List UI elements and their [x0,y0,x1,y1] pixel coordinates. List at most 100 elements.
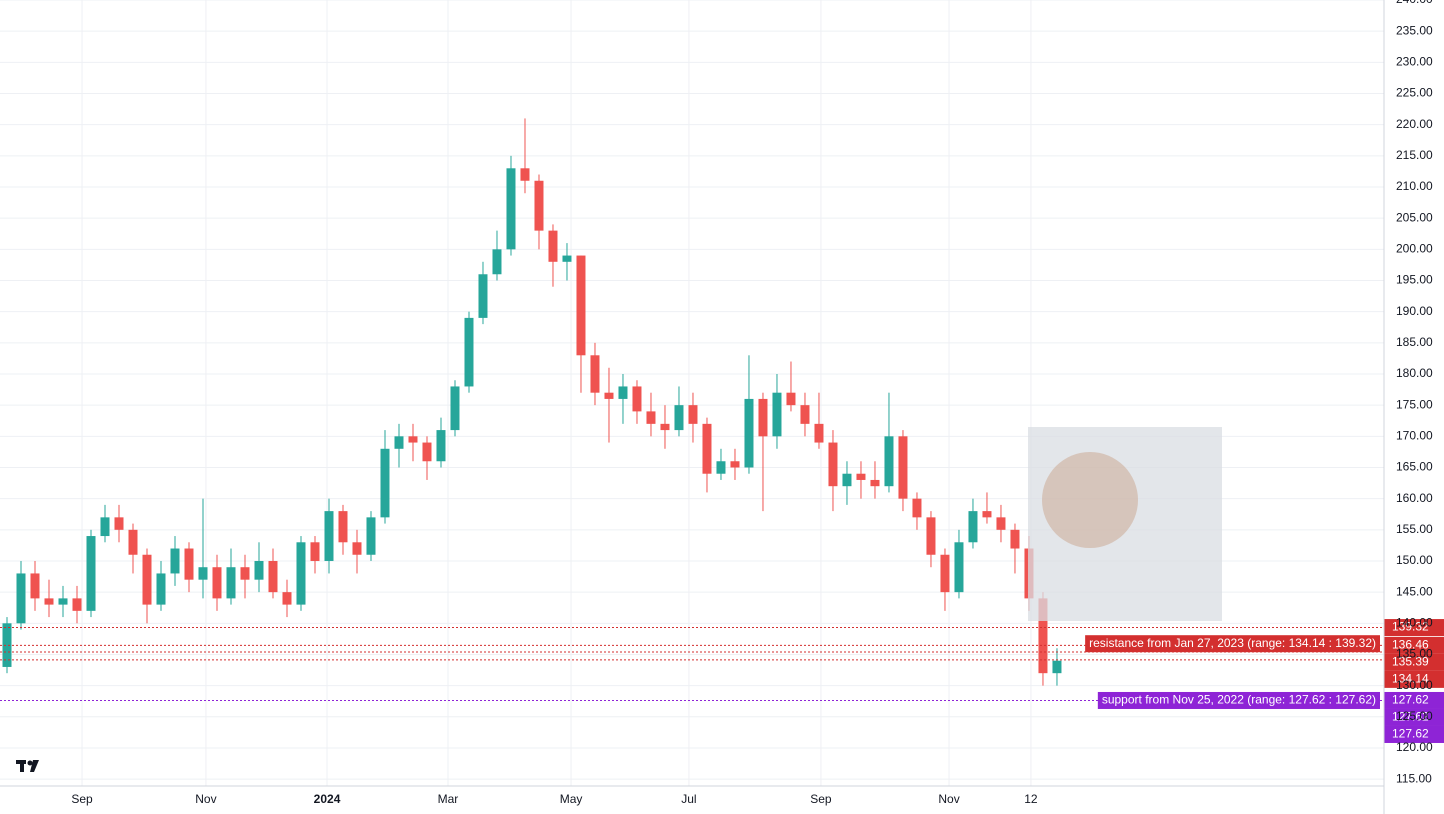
candle-body [310,542,320,561]
y-tick-label: 160.00 [1396,491,1433,505]
candle-body [800,405,810,424]
price-label-box [1384,636,1444,654]
level-name: support from Nov 25, 2022 (range: 127.62… [1102,693,1376,707]
y-tick-label: 140.00 [1396,615,1433,629]
candle-body [324,511,334,561]
candle-body [618,386,628,399]
candle-body [394,436,404,449]
candle-body [366,517,376,555]
y-tick-label: 180.00 [1396,366,1433,380]
candle-body [884,436,894,487]
candle-body [1052,660,1062,674]
candle-body [520,168,530,181]
candle-body [142,554,152,605]
candle-body [240,567,250,580]
candle-body [282,592,292,605]
candle-body [268,560,278,593]
x-tick-label: Mar [438,792,459,806]
candle-body [912,498,922,518]
y-tick-label: 220.00 [1396,117,1433,131]
candle-body [450,386,460,431]
candle-body [562,255,572,262]
candle-body [226,567,236,599]
candle-body [422,442,432,462]
price-label-box [1384,691,1444,709]
y-tick-label: 195.00 [1396,273,1433,287]
y-tick-label: 135.00 [1396,647,1433,661]
candle-body [408,436,418,443]
x-tick-label: Sep [71,792,93,806]
price-label: 127.62 [1392,710,1429,724]
candle-body [982,511,992,518]
candle-body [688,405,698,424]
candle-body [352,542,362,555]
candle-body [590,355,600,393]
y-tick-label: 175.00 [1396,397,1433,411]
candle-body [296,542,306,605]
x-tick-label: Nov [938,792,959,806]
candle-body [898,436,908,499]
y-tick-label: 230.00 [1396,55,1433,69]
candle-body [968,511,978,543]
candle-body [506,168,516,250]
candle-body [58,598,68,605]
price-label-box [1384,708,1444,726]
candle-body [2,623,12,667]
y-tick-label: 190.00 [1396,304,1433,318]
candle-body [30,573,40,599]
y-tick-label: 165.00 [1396,460,1433,474]
y-tick-label: 215.00 [1396,148,1433,162]
levels: 139.32 136.46 135.39 134.14 resistance from … [0,619,1444,743]
x-tick-label: Nov [195,792,216,806]
candle-body [940,554,950,593]
price-label-box [1384,619,1444,637]
candle-body [16,573,26,624]
candle-body [856,473,866,480]
candle-body [674,405,684,431]
logo-part [20,760,24,772]
candle-body [646,411,656,424]
candle-body [72,598,82,611]
y-tick-label: 185.00 [1396,335,1433,349]
candles [2,118,1062,686]
x-tick-label: 12 [1024,792,1038,806]
price-label: 127.62 [1392,727,1429,741]
x-tick-label: Sep [810,792,832,806]
level-name: resistance from Jan 27, 2023 (range: 134… [1089,636,1376,650]
candle-body [632,386,642,412]
candle-body [870,479,880,487]
y-tick-label: 200.00 [1396,241,1433,255]
candle-body [184,548,194,580]
x-tick-label: May [560,792,583,806]
logo-part [27,760,33,766]
candle-body [786,392,796,406]
candle-body [100,517,110,537]
price-label: 135.39 [1392,655,1429,669]
candle-body [730,461,740,468]
price-label: 139.32 [1392,620,1429,634]
y-tick-label: 145.00 [1396,584,1433,598]
y-tick-label: 155.00 [1396,522,1433,536]
candle-body [828,442,838,487]
candle-body [492,249,502,275]
candle-body [534,180,544,231]
logo-part [30,760,39,772]
candle-body [380,448,390,518]
candle-body [170,548,180,574]
candle-body [926,517,936,555]
y-tick-label: 240.00 [1396,0,1433,6]
candle-body [702,423,712,474]
x-tick-label: 2024 [314,792,341,806]
logo [16,760,39,772]
price-label: 134.14 [1392,672,1429,686]
candle-body [996,517,1006,530]
price-label-box [1384,725,1444,743]
candle-body [660,423,670,431]
candle-body [128,529,138,555]
candle-body [86,536,96,611]
candle-body [1010,529,1020,549]
candle-body [954,542,964,593]
candle-body [772,392,782,437]
